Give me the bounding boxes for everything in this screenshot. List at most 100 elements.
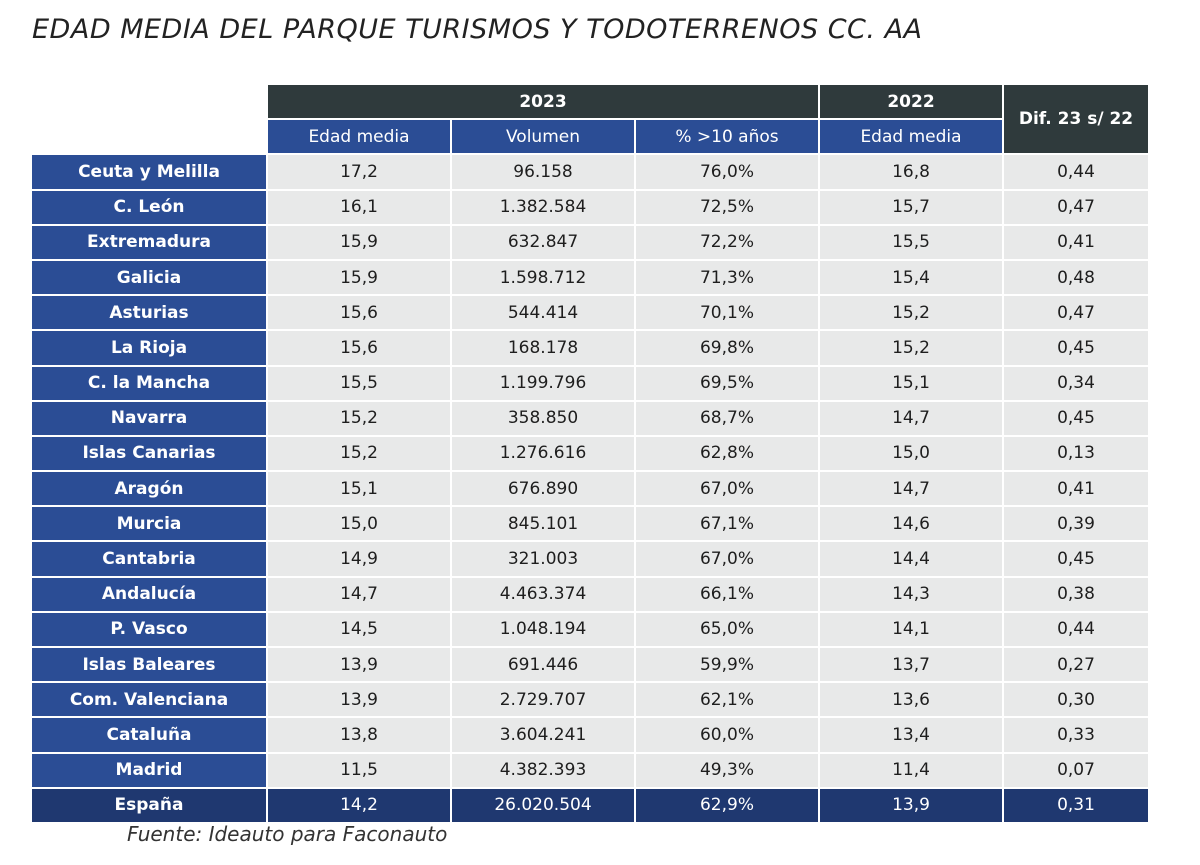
region-label-cell: Andalucía	[32, 577, 266, 611]
edad-media-2023-cell: 15,6	[268, 331, 450, 365]
edad-media-2023-cell: 15,5	[268, 366, 450, 400]
edad-media-2022-cell: 15,7	[820, 190, 1002, 224]
edad-media-2022-cell: 15,1	[820, 366, 1002, 400]
edad-media-2022-cell: 16,8	[820, 155, 1002, 189]
dif-cell: 0,07	[1004, 753, 1148, 787]
volumen-cell: 168.178	[452, 331, 634, 365]
table-title: EDAD MEDIA DEL PARQUE TURISMOS Y TODOTER…	[32, 14, 923, 45]
data-table: 2023 2022 Dif. 23 s/ 22 Edad media Volum…	[32, 85, 1148, 822]
volumen-cell: 1.199.796	[452, 366, 634, 400]
edad-media-2023-cell: 16,1	[268, 190, 450, 224]
region-label-cell: Cantabria	[32, 542, 266, 576]
region-label-cell: C. León	[32, 190, 266, 224]
pct-over-10-cell: 49,3%	[636, 753, 818, 787]
edad-media-2022-cell: 13,7	[820, 648, 1002, 682]
total-volumen-cell: 26.020.504	[452, 788, 634, 822]
volumen-cell: 1.276.616	[452, 436, 634, 471]
edad-media-2023-cell: 14,7	[268, 577, 450, 611]
dif-cell: 0,44	[1004, 612, 1148, 646]
source-note: Fuente: Ideauto para Faconauto	[127, 822, 448, 846]
edad-media-2022-cell: 14,6	[820, 507, 1002, 541]
volumen-cell: 321.003	[452, 542, 634, 576]
volumen-cell: 1.598.712	[452, 260, 634, 295]
pct-over-10-cell: 67,0%	[636, 472, 818, 506]
dif-cell: 0,38	[1004, 577, 1148, 611]
edad-media-2023-cell: 15,9	[268, 260, 450, 295]
pct-over-10-cell: 65,0%	[636, 612, 818, 646]
region-label-cell: P. Vasco	[32, 612, 266, 646]
dif-cell: 0,33	[1004, 718, 1148, 752]
edad-media-2023-cell: 13,8	[268, 718, 450, 752]
region-label-cell: Aragón	[32, 472, 266, 506]
volumen-cell: 676.890	[452, 472, 634, 506]
col-header-edad-2023: Edad media	[268, 120, 450, 154]
pct-over-10-cell: 72,2%	[636, 225, 818, 259]
edad-media-2023-cell: 13,9	[268, 648, 450, 682]
region-label-cell: La Rioja	[32, 331, 266, 365]
volumen-cell: 4.382.393	[452, 753, 634, 787]
pct-over-10-cell: 69,8%	[636, 331, 818, 365]
volumen-cell: 96.158	[452, 155, 634, 189]
edad-media-2022-cell: 14,7	[820, 472, 1002, 506]
header-dif: Dif. 23 s/ 22	[1004, 85, 1148, 154]
edad-media-2023-cell: 15,0	[268, 507, 450, 541]
empty-corner	[32, 85, 266, 153]
pct-over-10-cell: 67,1%	[636, 507, 818, 541]
edad-media-2022-cell: 13,4	[820, 718, 1002, 752]
edad-media-2022-cell: 15,4	[820, 260, 1002, 295]
volumen-cell: 544.414	[452, 296, 634, 330]
region-label-cell: Com. Valenciana	[32, 683, 266, 717]
region-label-cell: Islas Baleares	[32, 648, 266, 682]
region-label-cell: Navarra	[32, 401, 266, 435]
dif-cell: 0,39	[1004, 507, 1148, 541]
edad-media-2023-cell: 15,2	[268, 401, 450, 435]
pct-over-10-cell: 62,1%	[636, 683, 818, 717]
total-dif-cell: 0,31	[1004, 788, 1148, 822]
dif-cell: 0,47	[1004, 190, 1148, 224]
region-label-cell: Cataluña	[32, 718, 266, 752]
volumen-cell: 691.446	[452, 648, 634, 682]
dif-cell: 0,30	[1004, 683, 1148, 717]
edad-media-2023-cell: 15,2	[268, 436, 450, 471]
pct-over-10-cell: 69,5%	[636, 366, 818, 400]
volumen-cell: 1.048.194	[452, 612, 634, 646]
edad-media-2022-cell: 14,1	[820, 612, 1002, 646]
edad-media-2023-cell: 14,5	[268, 612, 450, 646]
edad-media-2022-cell: 15,5	[820, 225, 1002, 259]
dif-cell: 0,41	[1004, 472, 1148, 506]
dif-cell: 0,13	[1004, 436, 1148, 471]
pct-over-10-cell: 70,1%	[636, 296, 818, 330]
edad-media-2022-cell: 11,4	[820, 753, 1002, 787]
edad-media-2023-cell: 14,9	[268, 542, 450, 576]
col-header-pct: % >10 años	[636, 120, 818, 154]
region-label-cell: Ceuta y Melilla	[32, 155, 266, 189]
volumen-cell: 845.101	[452, 507, 634, 541]
volumen-cell: 4.463.374	[452, 577, 634, 611]
header-2023: 2023	[268, 85, 818, 119]
pct-over-10-cell: 71,3%	[636, 260, 818, 295]
edad-media-2023-cell: 15,6	[268, 296, 450, 330]
dif-cell: 0,27	[1004, 648, 1148, 682]
dif-cell: 0,48	[1004, 260, 1148, 295]
volumen-cell: 358.850	[452, 401, 634, 435]
region-label-cell: Extremadura	[32, 225, 266, 259]
pct-over-10-cell: 62,8%	[636, 436, 818, 471]
volumen-cell: 1.382.584	[452, 190, 634, 224]
pct-over-10-cell: 68,7%	[636, 401, 818, 435]
dif-cell: 0,47	[1004, 296, 1148, 330]
edad-media-2022-cell: 15,2	[820, 296, 1002, 330]
pct-over-10-cell: 66,1%	[636, 577, 818, 611]
pct-over-10-cell: 60,0%	[636, 718, 818, 752]
total-region-label-cell: España	[32, 788, 266, 822]
edad-media-2023-cell: 15,1	[268, 472, 450, 506]
edad-media-2023-cell: 11,5	[268, 753, 450, 787]
region-label-cell: Murcia	[32, 507, 266, 541]
region-label-cell: Asturias	[32, 296, 266, 330]
header-2022: 2022	[820, 85, 1002, 119]
dif-cell: 0,41	[1004, 225, 1148, 259]
edad-media-2022-cell: 15,2	[820, 331, 1002, 365]
pct-over-10-cell: 76,0%	[636, 155, 818, 189]
region-label-cell: Islas Canarias	[32, 436, 266, 471]
dif-cell: 0,45	[1004, 542, 1148, 576]
edad-media-2023-cell: 15,9	[268, 225, 450, 259]
